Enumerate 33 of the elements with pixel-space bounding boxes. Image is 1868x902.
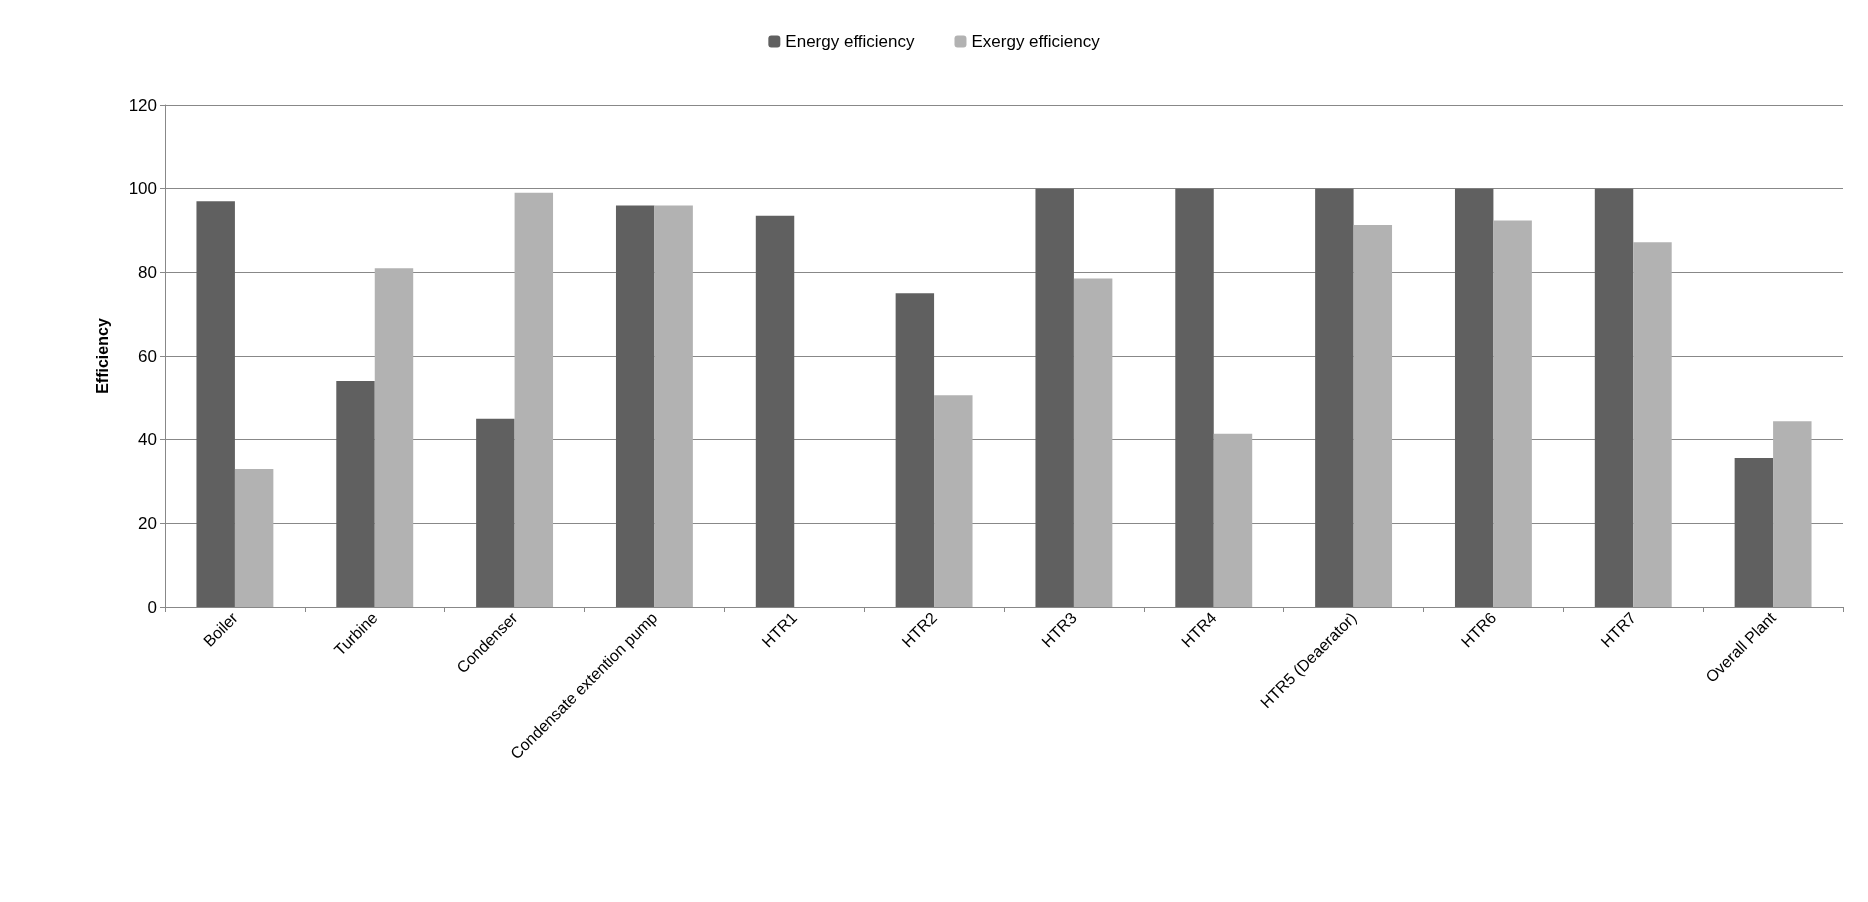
y-tick-label: 80 bbox=[138, 262, 157, 282]
bar bbox=[895, 293, 935, 607]
y-tick-label: 60 bbox=[138, 346, 157, 366]
bar bbox=[1175, 188, 1214, 607]
legend-label: Energy efficiency bbox=[785, 32, 915, 51]
y-axis-title: Efficiency bbox=[93, 318, 111, 394]
bar bbox=[1773, 421, 1812, 607]
bar bbox=[476, 418, 515, 607]
bar bbox=[934, 395, 973, 607]
y-tick-label: 100 bbox=[128, 179, 157, 199]
y-tick-label: 120 bbox=[128, 95, 157, 115]
y-tick-label: 40 bbox=[138, 430, 157, 450]
legend-label: Exergy efficiency bbox=[971, 32, 1101, 51]
y-tick-label: 20 bbox=[138, 513, 157, 533]
bar bbox=[1315, 188, 1354, 607]
bar bbox=[336, 381, 375, 607]
bar bbox=[615, 205, 655, 607]
bar bbox=[196, 201, 235, 607]
bar bbox=[1035, 188, 1074, 607]
bar bbox=[1734, 458, 1774, 607]
bar bbox=[1073, 278, 1113, 607]
y-tick-label: 0 bbox=[147, 597, 157, 617]
bar bbox=[755, 215, 795, 607]
bar bbox=[1594, 188, 1634, 607]
bar bbox=[1454, 188, 1494, 607]
bar bbox=[1353, 225, 1393, 607]
bar bbox=[234, 468, 274, 607]
bar bbox=[1633, 242, 1672, 607]
bar bbox=[654, 205, 693, 607]
bar bbox=[374, 268, 414, 607]
bar bbox=[1213, 433, 1253, 607]
bar bbox=[514, 192, 554, 607]
bar bbox=[1493, 220, 1532, 607]
